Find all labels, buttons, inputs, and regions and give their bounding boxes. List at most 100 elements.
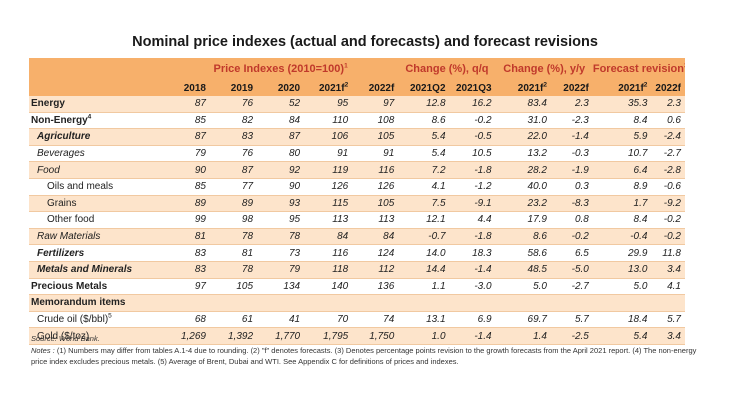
table-cell: -1.4 — [551, 128, 593, 146]
table-cell: 105 — [352, 128, 399, 146]
table-cell: -2.4 — [651, 128, 685, 146]
table-cell: 134 — [257, 278, 305, 296]
table-cell: 12.8 — [398, 96, 450, 113]
table-cell: 40.0 — [495, 178, 551, 196]
table-cell: 87 — [257, 128, 305, 146]
table-cell: 91 — [352, 145, 399, 163]
table-cell: 83 — [209, 128, 258, 146]
table-cell: 58.6 — [495, 244, 551, 262]
table-row: Oils and meals 85 77 90 126 126 4.1 -1.2 40.0 0.3… — [29, 178, 685, 196]
row-label: Energy — [29, 96, 163, 113]
table-cell: 108 — [352, 112, 399, 130]
table-cell: 0.8 — [551, 211, 593, 229]
table-cell: -0.2 — [651, 228, 685, 246]
table-cell: 116 — [352, 161, 399, 179]
table-cell: 5.4 — [398, 128, 450, 146]
table-cell: 99 — [162, 211, 210, 229]
column-header: 2021f2 — [304, 80, 353, 96]
table-cell: 84 — [257, 112, 305, 130]
table-cell: 4.1 — [651, 278, 685, 296]
table-cell: 126 — [352, 178, 399, 196]
table-cell: 10.5 — [449, 145, 496, 163]
table-cell: 11.8 — [651, 244, 685, 262]
table-cell: 78 — [209, 261, 258, 279]
table-cell: 61 — [209, 311, 258, 329]
table-cell: 98 — [209, 211, 258, 229]
table-cell: 6.5 — [551, 244, 593, 262]
table-cell: 13.0 — [592, 261, 652, 279]
table-cell: 1.7 — [592, 195, 652, 213]
table-cell: 83 — [162, 244, 210, 262]
source-note: Source: World Bank. — [31, 334, 100, 343]
table-cell: 6.4 — [592, 161, 652, 179]
table-cell: 81 — [162, 228, 210, 246]
table-cell — [352, 294, 399, 312]
table-cell: -3.0 — [449, 278, 496, 296]
table-cell: -1.8 — [449, 228, 496, 246]
table-cell: 119 — [304, 161, 353, 179]
table-cell — [257, 294, 305, 312]
table-cell — [162, 294, 210, 312]
table-row: Gold ($/toz) 1,269 1,392 1,770 1,795 1,750 1.0… — [29, 327, 685, 345]
table-cell: 1,795 — [304, 327, 353, 345]
table-cell: 7.5 — [398, 195, 450, 213]
table-cell: 90 — [257, 178, 305, 196]
column-header: 2021Q3 — [449, 80, 496, 96]
table-cell: 10.7 — [592, 145, 652, 163]
group-change-yy: Change (%), y/y — [495, 58, 593, 80]
row-label: Precious Metals — [29, 278, 163, 296]
table-cell: 29.9 — [592, 244, 652, 262]
row-label: Metals and Minerals — [29, 261, 163, 279]
table-cell: -1.9 — [551, 161, 593, 179]
table-cell: 83.4 — [495, 96, 551, 113]
table-cell: 124 — [352, 244, 399, 262]
table-cell: 90 — [162, 161, 210, 179]
table-cell: 13.1 — [398, 311, 450, 329]
table-cell — [398, 294, 450, 312]
table-cell: 4.1 — [398, 178, 450, 196]
table-cell — [449, 294, 496, 312]
table-cell — [592, 294, 652, 312]
table-cell: 0.3 — [551, 178, 593, 196]
table-cell: 2.3 — [651, 96, 685, 113]
row-label: Food — [29, 161, 163, 179]
row-label: Beverages — [29, 145, 163, 163]
row-label: Agriculture — [29, 128, 163, 146]
table-cell: 31.0 — [495, 112, 551, 130]
table-cell: 68 — [162, 311, 210, 329]
table-cell: 89 — [209, 195, 258, 213]
table-cell: 5.4 — [592, 327, 652, 345]
table-cell: 8.6 — [495, 228, 551, 246]
table-cell: 3.4 — [651, 261, 685, 279]
table-cell: -1.4 — [449, 327, 496, 345]
table-cell: 140 — [304, 278, 353, 296]
table-cell: 95 — [304, 96, 353, 113]
table-cell: 8.6 — [398, 112, 450, 130]
table-cell: 89 — [162, 195, 210, 213]
row-label: Memorandum items — [29, 294, 163, 312]
table-cell: 18.3 — [449, 244, 496, 262]
table-cell: -8.3 — [551, 195, 593, 213]
table-cell: 4.4 — [449, 211, 496, 229]
table-cell: 1.4 — [495, 327, 551, 345]
table-cell: 28.2 — [495, 161, 551, 179]
table-cell — [495, 294, 551, 312]
table-cell: 8.4 — [592, 211, 652, 229]
table-cell: 23.2 — [495, 195, 551, 213]
table-cell: 78 — [209, 228, 258, 246]
table-cell: 73 — [257, 244, 305, 262]
table-cell: 112 — [352, 261, 399, 279]
table-cell: -1.8 — [449, 161, 496, 179]
table-row: Beverages 79 76 80 91 91 5.4 10.5 13.2 -0.3 10.7 -2… — [29, 145, 685, 163]
table-cell: 118 — [304, 261, 353, 279]
table-row: Agriculture 87 83 87 106 105 5.4 -0.5 22.0 -1.4 5.… — [29, 128, 685, 146]
table-cell: -9.2 — [651, 195, 685, 213]
table-cell: -2.7 — [651, 145, 685, 163]
table-cell: -0.5 — [449, 128, 496, 146]
table-cell: 8.9 — [592, 178, 652, 196]
table-cell: -2.8 — [651, 161, 685, 179]
table-cell: 97 — [352, 96, 399, 113]
table-row: Precious Metals 97 105 134 140 136 1.1 -3.0 5.0-… — [29, 278, 685, 296]
table-cell — [551, 294, 593, 312]
group-forecast-revision: Forecast revision3 — [592, 58, 685, 80]
